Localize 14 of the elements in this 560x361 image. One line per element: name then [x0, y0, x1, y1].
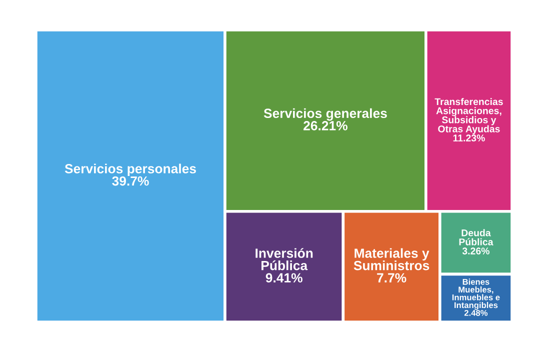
category-label: Bienes Muebles, Inmuebles e Intangibles — [452, 278, 500, 310]
category-label: Servicios generales — [264, 108, 387, 121]
data-label: 39.7% — [112, 176, 149, 186]
data-label: 26.21% — [304, 121, 348, 130]
category-label: Deuda Pública — [459, 229, 494, 246]
data-label: 11.23% — [453, 134, 485, 142]
category-label: Servicios personales — [64, 164, 196, 176]
category-label: Materiales y Suministros — [354, 248, 430, 270]
data-label: 7.7% — [377, 273, 406, 282]
category-label: Transferencias Asignaciones, Subsidios y Otras Ayudas — [434, 98, 503, 134]
data-label: 9.41% — [266, 273, 302, 283]
category-label: Inversión Pública — [256, 248, 313, 270]
data-label: 2.48% — [464, 310, 488, 316]
data-label: 3.26% — [462, 248, 490, 254]
